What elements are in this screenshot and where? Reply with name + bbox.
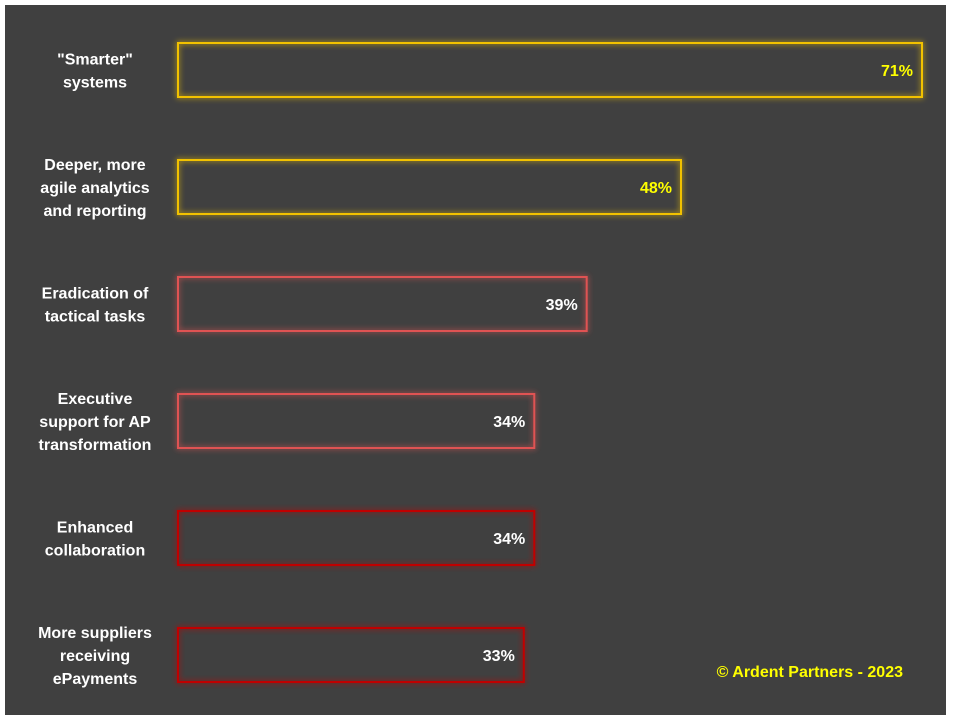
value-label-1: 71% [881,63,913,80]
category-label-5: Enhanced collaboration [45,520,145,560]
value-label-6: 33% [483,648,515,665]
bar-6 [177,627,525,683]
chart-panel: 71% "Smarter" systems 48% Deeper, more agile … [5,5,946,715]
bar-chart: 71% "Smarter" systems 48% Deeper, more agile … [38,42,923,688]
category-label-6: More suppliers receiving ePayments [38,625,152,688]
value-label-4: 34% [493,414,525,431]
value-label-2: 48% [640,180,672,197]
bar-2 [177,159,682,215]
copyright-annotation: © Ardent Partners - 2023 [717,664,903,681]
bar-1 [177,42,923,98]
bar-5 [177,510,536,566]
bar-4 [177,393,536,449]
category-label-4: Executive support for AP transformation [39,391,152,454]
value-label-3: 39% [546,297,578,314]
bar-3 [177,276,588,332]
value-label-5: 34% [493,531,525,548]
category-label-3: Eradication of tactical tasks [42,286,149,326]
category-label-2: Deeper, more agile analytics and reporting [40,157,149,220]
category-label-1: "Smarter" systems [57,52,133,92]
